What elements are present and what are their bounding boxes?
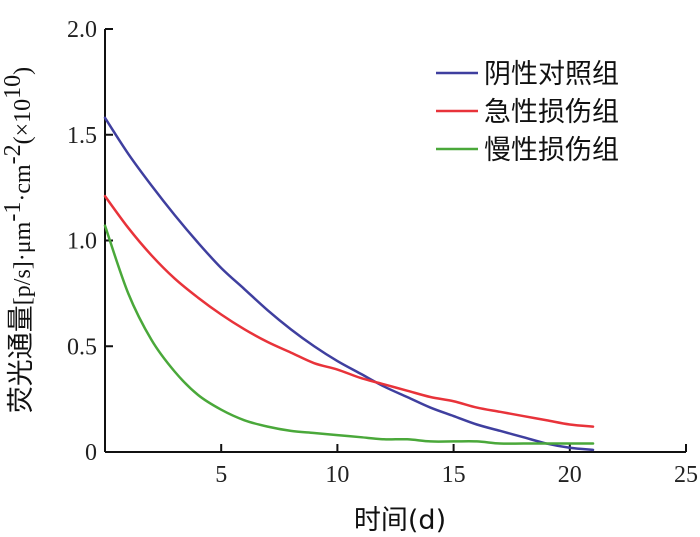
x-tick-label: 20 — [558, 462, 582, 488]
y-tick-label: 1.5 — [67, 123, 97, 149]
series-line-3 — [103, 224, 595, 445]
legend-label: 阴性对照组 — [484, 59, 619, 90]
x-axis-title: 时间(d) — [354, 505, 446, 536]
y-axis-title: 荧光通量[p/s]·μm-1·cm-2(×1010) — [0, 67, 37, 413]
legend-label: 急性损伤组 — [484, 97, 619, 128]
y-tick-label: 0.5 — [67, 334, 97, 360]
ticks: 5 10 15 20 25 0 0.5 1.0 1.5 2.0 — [67, 17, 698, 488]
y-tick-label: 1.0 — [67, 229, 97, 255]
x-tick-label: 15 — [442, 462, 466, 488]
y-axis-title-mid: ·cm — [10, 164, 36, 202]
x-tick-label: 5 — [215, 462, 227, 488]
y-tick-label: 0 — [85, 440, 97, 466]
x-tick-label: 10 — [325, 462, 349, 488]
y-axis-title-prefix: 荧光通量 — [6, 305, 37, 413]
y-axis-title-scale-open: (×10 — [10, 99, 36, 145]
y-axis-title-scale-exp: 10 — [0, 75, 26, 99]
series-line-2 — [103, 194, 595, 428]
x-tick-label: 25 — [674, 462, 698, 488]
series-group — [103, 116, 595, 452]
y-tick-label: 2.0 — [67, 17, 97, 43]
legend-label: 慢性损伤组 — [484, 135, 619, 166]
svg-text:荧光通量[p/s]·μm-1·cm-2(×1010): 荧光通量[p/s]·μm-1·cm-2(×1010) — [0, 67, 37, 413]
series-line-1 — [103, 116, 595, 452]
y-axis-title-exp1: -1 — [0, 202, 26, 222]
y-axis-title-scale-close: ) — [10, 67, 36, 75]
y-axis-title-exp2: -2 — [0, 144, 26, 164]
y-axis-title-unit: [p/s]·μm — [10, 221, 36, 305]
